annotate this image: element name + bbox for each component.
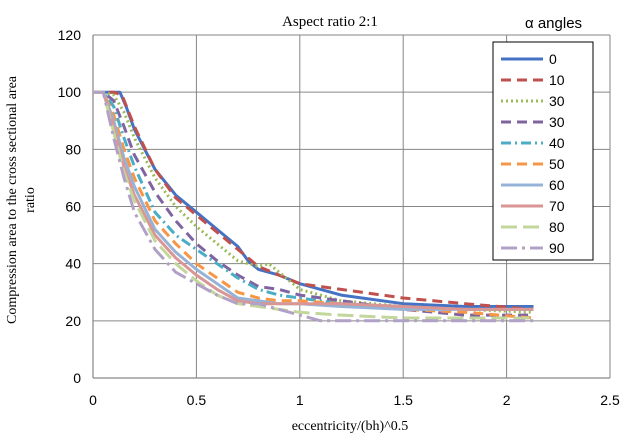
series-line-6 (93, 90, 534, 311)
legend-label: 10 (549, 72, 565, 88)
legend-label: 70 (549, 198, 565, 214)
legend-label: 30 (549, 114, 565, 130)
series-line-1 (93, 90, 534, 311)
legend-label: 80 (549, 219, 565, 235)
legend: 0 10 30 30 40 50 60 70 80 90 (492, 41, 594, 261)
chart-title: Aspect ratio 2:1 (282, 14, 378, 30)
y-tick-label: 40 (65, 256, 81, 272)
x-tick-label: 2 (503, 392, 511, 408)
x-tick-label: 2.5 (600, 392, 620, 408)
y-tick-label: 60 (65, 199, 81, 215)
x-tick-label: 1 (296, 392, 304, 408)
legend-box (492, 41, 594, 261)
legend-label: 0 (549, 51, 557, 67)
x-axis-label: eccentricity/(bh)^0.5 (292, 419, 409, 434)
legend-label: 50 (549, 156, 565, 172)
legend-title: α angles (525, 15, 582, 32)
legend-label: 40 (549, 135, 565, 151)
y-tick-label: 120 (58, 27, 82, 43)
legend-label: 90 (549, 240, 565, 256)
y-tick-label: 80 (65, 141, 81, 157)
series-line-4 (93, 90, 534, 311)
legend-label: 30 (549, 93, 565, 109)
y-tick-label: 100 (58, 84, 82, 100)
series-line-9 (93, 90, 534, 323)
y-axis-label: Compression area to the cross sectional … (5, 75, 38, 324)
x-tick-label: 1.5 (393, 392, 413, 408)
series-line-0 (93, 90, 534, 308)
y-tick-label: 0 (73, 370, 81, 386)
x-tick-label: 0.5 (187, 392, 207, 408)
series-layer (93, 90, 534, 323)
x-tick-label: 0 (89, 392, 97, 408)
legend-label: 60 (549, 177, 565, 193)
y-tick-label: 20 (65, 313, 81, 329)
